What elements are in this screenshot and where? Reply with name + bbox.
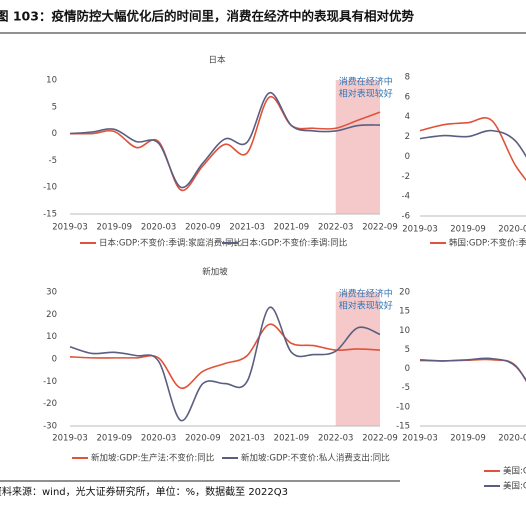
series-line <box>419 358 526 383</box>
x-tick-label: 2019-09 <box>97 223 133 233</box>
y-tick-label: -20 <box>43 399 57 409</box>
y-tick-label: 0 <box>52 129 57 139</box>
y-tick-label: 15 <box>399 307 410 317</box>
chart-panel: -15 -10 -5 0 5 10 15 20 2019-03 2019-09 2020-03 美国:… <box>396 288 526 492</box>
annotation: 相对表现较好 <box>339 88 393 100</box>
x-tick-label: 2019-03 <box>52 223 88 233</box>
y-tick-label: -10 <box>43 183 57 193</box>
x-tick-label: 2020-09 <box>185 434 221 444</box>
y-tick-label: 4 <box>405 112 410 122</box>
x-tick-label: 2022-09 <box>362 434 398 444</box>
legend-label: 新加坡:GDP:生产法:不变价:同比 <box>91 453 214 464</box>
y-tick-label: 5 <box>405 345 410 355</box>
y-tick-label: 20 <box>399 288 410 298</box>
y-tick-label: -10 <box>396 402 410 412</box>
y-tick-label: -10 <box>43 377 57 387</box>
series-line <box>419 117 526 182</box>
y-tick-label: 6 <box>405 92 410 102</box>
annotation: 消费在经济中 <box>339 288 393 300</box>
y-tick-label: -5 <box>49 156 57 166</box>
y-tick-label: 10 <box>399 326 410 336</box>
x-tick-label: 2022-03 <box>318 434 354 444</box>
y-tick-label: 30 <box>46 288 57 298</box>
x-tick-label: 2019-09 <box>97 434 133 444</box>
x-tick-label: 2020-03 <box>141 434 177 444</box>
legend-label: 日本:GDP:不变价:季调:家庭消费:同比 <box>99 238 242 249</box>
legend-label: 韩国:GDP:不变价:季调 <box>449 238 526 249</box>
x-tick-label: 2022-09 <box>362 223 398 233</box>
series-line <box>419 129 526 158</box>
y-tick-label: 20 <box>46 310 57 320</box>
x-tick-label: 2019-03 <box>402 434 438 444</box>
series-line <box>69 96 381 192</box>
y-tick-label: -15 <box>396 422 410 432</box>
highlight-band <box>335 80 380 214</box>
x-tick-label: 2021-03 <box>229 434 265 444</box>
y-tick-label: -30 <box>43 422 57 432</box>
legend-label: 美国:G <box>503 466 526 477</box>
y-tick-label: -4 <box>402 192 410 202</box>
legend-label: 新加坡:GDP:不变价:私人消费支出:同比 <box>241 453 390 464</box>
y-tick-label: 10 <box>46 332 57 342</box>
annotation: 相对表现较好 <box>339 300 393 312</box>
x-tick-label: 2019-03 <box>402 225 438 235</box>
chart-panel: -6 -4 -2 0 2 4 6 8 2019-03 2019-09 2020-03 韩国:GDP:不… <box>402 73 526 249</box>
y-tick-label: -15 <box>43 210 57 220</box>
y-tick-label: -5 <box>402 383 410 393</box>
x-tick-label: 2019-03 <box>52 434 88 444</box>
x-tick-label: 2020-03 <box>498 434 526 444</box>
x-tick-label: 2020-03 <box>141 223 177 233</box>
x-tick-label: 2019-09 <box>450 434 486 444</box>
x-tick-label: 2019-09 <box>450 225 486 235</box>
x-tick-label: 2021-03 <box>229 223 265 233</box>
y-tick-label: 8 <box>405 73 410 83</box>
panel-title: 新加坡 <box>202 267 228 278</box>
x-tick-label: 2022-03 <box>318 223 354 233</box>
figure-title: 图 103：疫情防控大幅优化后的时间里，消费在经济中的表现具有相对优势 <box>0 9 414 24</box>
legend-label: 日本:GDP:不变价:季调:同比 <box>241 238 347 249</box>
x-tick-label: 2020-09 <box>185 223 221 233</box>
annotation: 消费在经济中 <box>339 76 393 88</box>
y-tick-label: 5 <box>52 102 57 112</box>
panel-title: 日本 <box>208 55 226 66</box>
highlight-band <box>335 292 380 426</box>
x-tick-label: 2021-09 <box>274 223 310 233</box>
y-tick-label: -6 <box>402 212 410 222</box>
y-tick-label: 10 <box>46 76 57 86</box>
y-tick-label: 0 <box>405 364 410 374</box>
series-line <box>419 357 526 382</box>
x-tick-label: 2020-03 <box>498 225 526 235</box>
y-tick-label: 0 <box>52 355 57 365</box>
series-line <box>69 306 381 422</box>
series-line <box>69 323 381 389</box>
y-tick-label: 0 <box>405 152 410 162</box>
legend-label: 美国:G <box>503 481 526 492</box>
y-tick-label: -2 <box>402 172 410 182</box>
x-tick-label: 2021-09 <box>274 434 310 444</box>
series-line <box>69 92 381 189</box>
y-tick-label: 2 <box>405 132 410 142</box>
source-note: 资料来源：wind，光大证券研究所，单位：%，数据截至 2022Q3 <box>0 485 288 498</box>
